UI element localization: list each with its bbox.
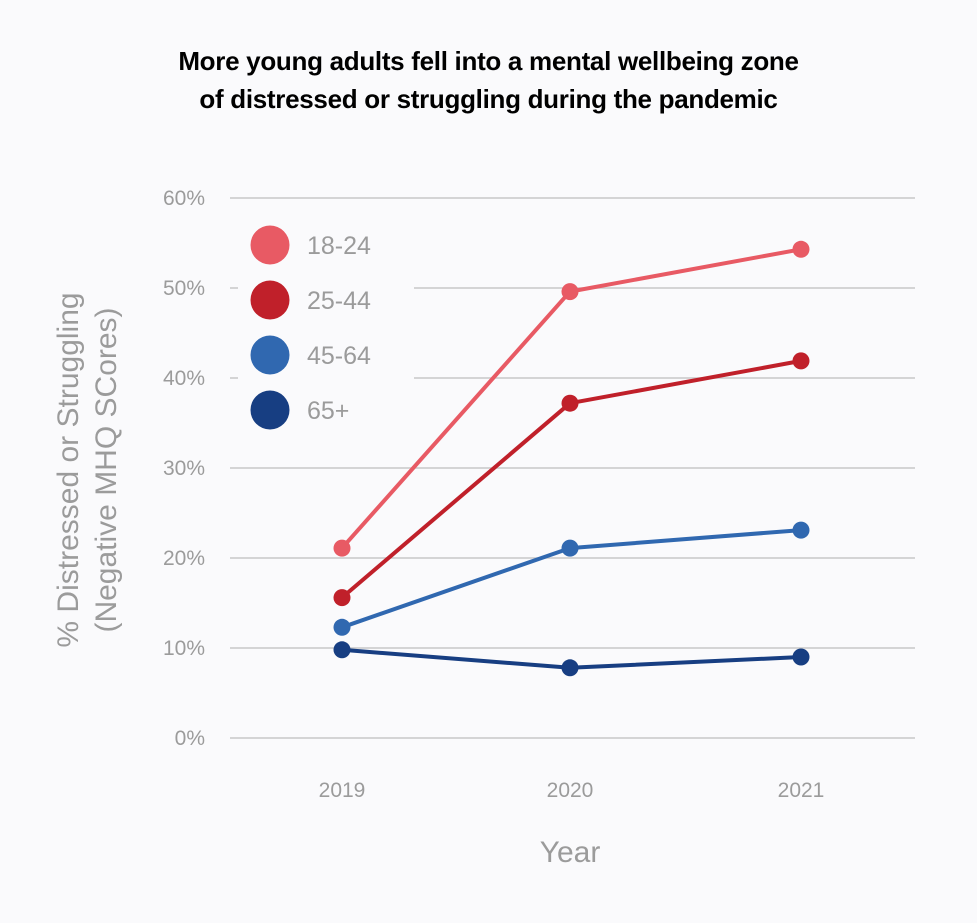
- legend-swatch: [250, 335, 290, 375]
- y-axis-label-line-1: % Distressed or Struggling: [52, 292, 85, 647]
- legend-swatch: [250, 225, 290, 265]
- chart-title: More young adults fell into a mental wel…: [0, 42, 977, 118]
- y-tick-label: 50%: [163, 277, 205, 300]
- y-tick-label: 10%: [163, 637, 205, 660]
- data-point: [561, 539, 579, 557]
- y-axis-label: % Distressed or Struggling (Negative MHQ …: [52, 292, 123, 647]
- legend-item: 25-44: [250, 280, 371, 320]
- y-tick-label: 0%: [175, 727, 205, 750]
- series-25-44: [333, 352, 810, 607]
- legend-label: 18-24: [307, 232, 371, 260]
- y-tick-label: 40%: [163, 367, 205, 390]
- data-point: [792, 352, 810, 370]
- data-point: [792, 240, 810, 258]
- legend: 18-24 25-44 45-64 65+: [238, 212, 414, 442]
- chart-title-line-2: of distressed or struggling during the p…: [199, 84, 778, 114]
- y-tick-label: 30%: [163, 457, 205, 480]
- legend-label: 65+: [307, 397, 349, 425]
- series-18-24: [333, 240, 810, 557]
- series-lines: [333, 240, 810, 677]
- x-tick-label: 2021: [778, 779, 825, 802]
- chart-title-line-1: More young adults fell into a mental wel…: [178, 46, 799, 76]
- x-tick-labels: 2019 2020 2021: [319, 779, 825, 802]
- data-point: [561, 659, 579, 677]
- y-tick-label: 60%: [163, 187, 205, 210]
- series-45-64: [333, 521, 810, 636]
- legend-swatch: [250, 390, 290, 430]
- y-tick-label: 20%: [163, 547, 205, 570]
- y-axis-label-line-2: (Negative MHQ SCores): [90, 307, 123, 632]
- data-point: [561, 283, 579, 301]
- data-point: [792, 648, 810, 666]
- x-tick-label: 2020: [547, 779, 594, 802]
- legend-item: 45-64: [250, 335, 371, 375]
- data-point: [792, 521, 810, 539]
- data-point: [333, 539, 351, 557]
- legend-item: 65+: [250, 390, 349, 430]
- legend-item: 18-24: [250, 225, 371, 265]
- data-point: [561, 394, 579, 412]
- x-axis-label: Year: [540, 836, 601, 869]
- legend-label: 25-44: [307, 287, 371, 315]
- data-point: [333, 641, 351, 659]
- data-point: [333, 618, 351, 636]
- y-tick-labels: 0% 10% 20% 30% 40% 50% 60%: [163, 187, 205, 750]
- x-tick-label: 2019: [319, 779, 366, 802]
- legend-label: 45-64: [307, 342, 371, 370]
- data-point: [333, 589, 351, 607]
- series-65+: [333, 641, 810, 677]
- legend-swatch: [250, 280, 290, 320]
